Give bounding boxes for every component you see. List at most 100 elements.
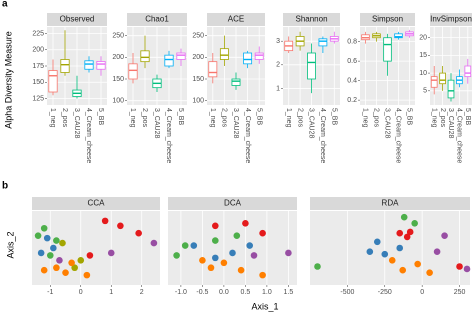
y-tick-label: 200	[112, 54, 124, 61]
point	[53, 237, 60, 244]
x-tick-label: 5_BB	[330, 108, 337, 125]
point	[34, 232, 42, 239]
point	[400, 213, 408, 221]
point	[366, 248, 374, 255]
y-axis-title: Alpha Diversity Measure	[3, 31, 13, 129]
point	[426, 269, 433, 276]
y-tick-label: 0.4	[347, 77, 357, 84]
x-tick-label: 3_CAU28	[308, 108, 315, 138]
point	[285, 249, 292, 257]
facet-title: DCA	[224, 199, 242, 208]
point	[173, 252, 180, 259]
point	[68, 259, 75, 267]
box	[96, 61, 106, 70]
point	[237, 266, 245, 274]
box	[307, 52, 316, 80]
y-axis-title: Axis_2	[5, 231, 15, 258]
point	[59, 239, 66, 247]
point	[403, 233, 411, 241]
point	[433, 248, 441, 255]
panel-label: a	[2, 0, 8, 10]
x-tick-label: 1_neg	[209, 108, 216, 128]
y-tick-label: 0.8	[347, 38, 357, 45]
x-tick-label: 1	[109, 289, 113, 296]
x-tick-label: 1.5	[284, 289, 294, 296]
y-tick-label: 200	[192, 54, 204, 61]
point	[441, 232, 448, 239]
point	[314, 263, 321, 270]
point	[86, 252, 94, 259]
x-tick-label: 2	[140, 289, 144, 296]
point	[181, 242, 189, 249]
x-tick-label: 4_Cream_cheese	[456, 108, 463, 163]
point	[399, 266, 407, 274]
facet-title: Chao1	[145, 15, 169, 24]
x-tick-label: 0	[420, 289, 424, 296]
x-tick-label: 4_Cream_cheese	[165, 108, 172, 163]
x-tick-label: -0.5	[196, 289, 208, 296]
x-tick-label: 1_neg	[430, 108, 437, 128]
x-tick-label: 2_pos	[373, 108, 380, 128]
y-tick-label: 0.2	[347, 97, 357, 104]
point	[259, 229, 266, 237]
y-tick-label: 250	[112, 33, 124, 40]
point	[456, 263, 463, 270]
strip	[32, 197, 160, 210]
point	[259, 271, 266, 279]
y-tick-label: 5	[423, 88, 427, 95]
panel-bg	[310, 211, 470, 285]
point	[414, 260, 421, 268]
box	[208, 61, 218, 78]
x-tick-label: 5_BB	[464, 108, 471, 125]
box	[219, 48, 229, 60]
point	[107, 249, 115, 257]
x-tick-label: 3_CAU28	[447, 108, 454, 138]
point	[40, 224, 48, 232]
box	[84, 60, 94, 70]
y-tick-label: 100	[192, 98, 204, 105]
x-tick-label: 5_BB	[406, 108, 413, 125]
x-tick-label: 4_Cream_cheese	[319, 108, 326, 163]
point	[207, 264, 215, 272]
point	[37, 249, 45, 257]
strip	[47, 13, 107, 26]
box	[128, 63, 138, 80]
point	[212, 237, 219, 244]
strip	[283, 13, 340, 26]
point	[43, 234, 51, 242]
x-tick-label: 1.0	[262, 289, 272, 296]
point	[212, 254, 219, 262]
point	[406, 228, 414, 236]
point	[411, 220, 418, 227]
point	[101, 217, 109, 225]
x-tick-label: -1	[47, 289, 53, 296]
x-tick-label: 2_pos	[296, 108, 303, 128]
y-tick-label: 125	[32, 95, 44, 102]
y-tick-label: 150	[32, 79, 44, 86]
point	[56, 257, 63, 264]
point	[381, 250, 389, 258]
strip	[360, 13, 415, 26]
y-tick-label: 100	[112, 98, 124, 105]
x-tick-label: -1.0	[175, 289, 187, 296]
point	[40, 266, 48, 274]
x-tick-label: 3_CAU28	[232, 108, 239, 138]
x-tick-label: 2_pos	[221, 108, 228, 128]
facet-title: ACE	[228, 15, 244, 24]
x-tick-label: 0	[79, 289, 83, 296]
y-tick-label: 1	[276, 85, 280, 92]
x-tick-label: -250	[378, 289, 392, 296]
point	[242, 220, 249, 227]
y-tick-label: 2	[276, 62, 280, 69]
facet-title: RDA	[382, 199, 400, 208]
point	[246, 242, 253, 249]
strip	[127, 13, 187, 26]
facet-title: InvSimpson	[430, 15, 472, 24]
point	[117, 222, 124, 230]
y-tick-label: 175	[32, 63, 44, 70]
x-tick-label: 250	[454, 289, 466, 296]
point	[220, 259, 228, 267]
x-tick-label: 3_CAU28	[153, 108, 160, 138]
y-tick-label: 250	[192, 33, 204, 40]
x-tick-label: 1_neg	[49, 108, 56, 128]
